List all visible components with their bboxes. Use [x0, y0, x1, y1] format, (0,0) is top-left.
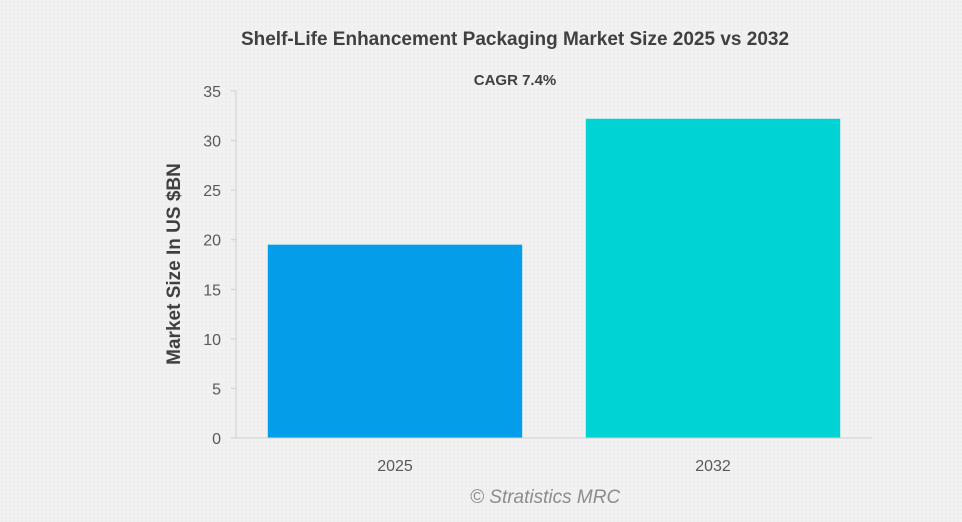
- y-tick-label: 15: [203, 282, 221, 299]
- bar-2032: [585, 118, 841, 438]
- y-tick-label: 30: [203, 134, 221, 151]
- y-tick-label: 25: [203, 183, 221, 200]
- x-tick-label: 2025: [377, 458, 413, 475]
- y-axis-label: Market Size In US $BN: [164, 163, 185, 365]
- chart-subtitle: CAGR 7.4%: [473, 72, 557, 89]
- y-tick-label: 35: [203, 84, 221, 101]
- y-tick-label: 0: [212, 431, 221, 448]
- y-tick-label: 5: [212, 381, 221, 398]
- watermark: © Stratistics MRC: [470, 487, 621, 508]
- bar-2025: [267, 244, 523, 438]
- y-tick-label: 10: [203, 332, 221, 349]
- x-tick-label: 2032: [695, 458, 731, 475]
- chart-title: Shelf-Life Enhancement Packaging Market …: [240, 29, 790, 50]
- y-tick-label: 20: [203, 233, 221, 250]
